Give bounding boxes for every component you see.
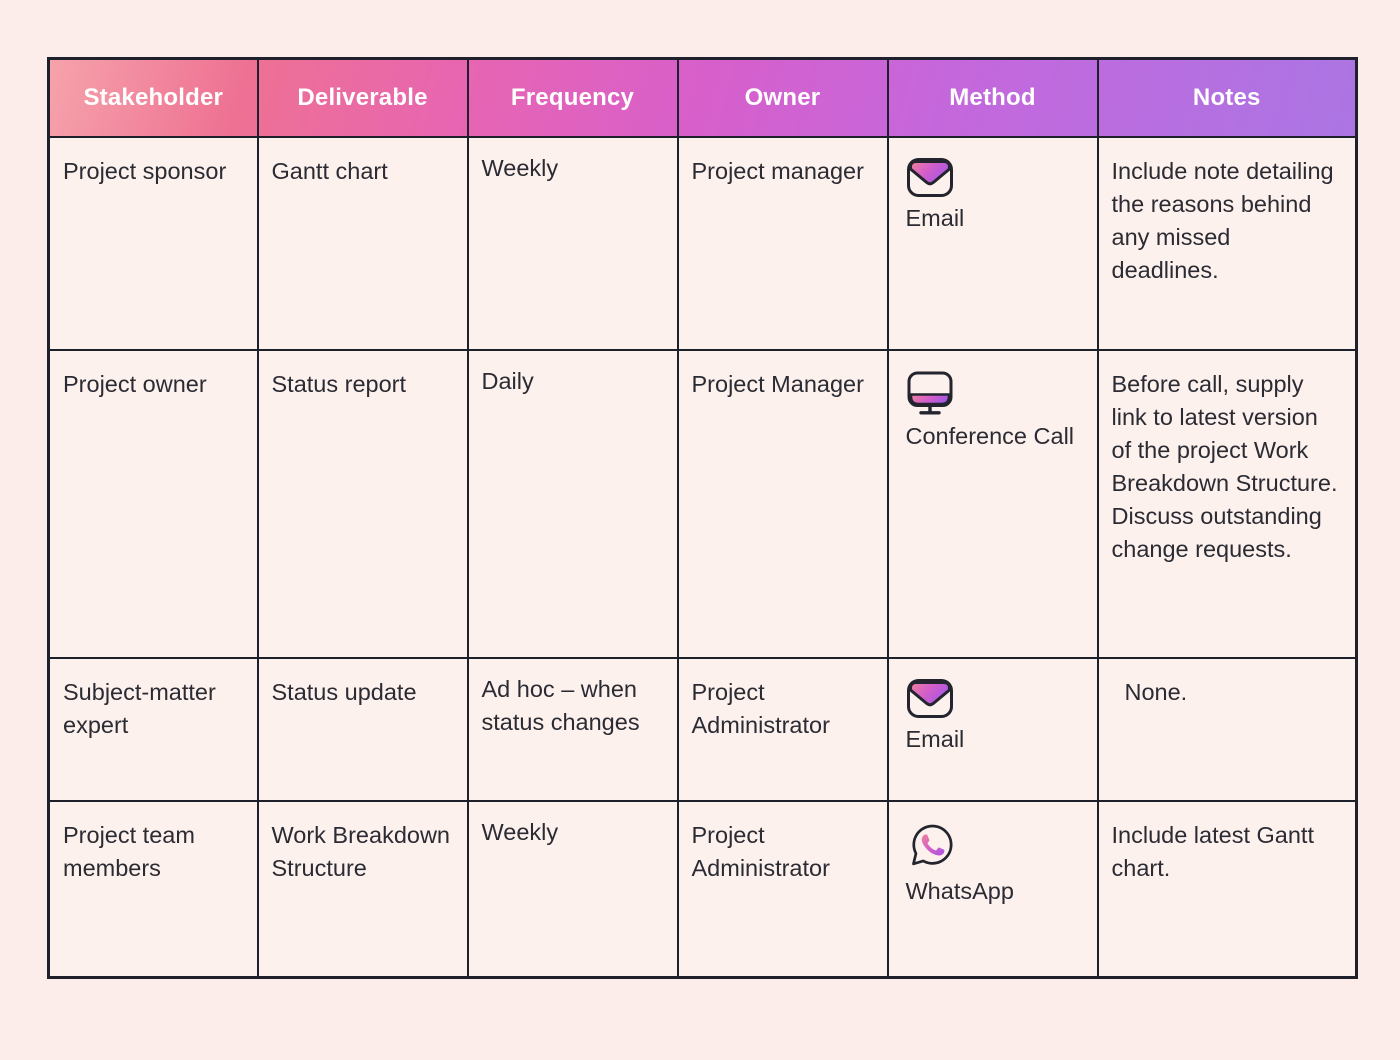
cell-frequency: Weekly bbox=[466, 800, 679, 979]
cell-owner: Project manager bbox=[676, 136, 889, 351]
cell-stakeholder: Subject-matter expert bbox=[47, 657, 259, 802]
email-icon bbox=[906, 679, 953, 718]
cell-owner: Project Administrator bbox=[676, 800, 889, 979]
column-header-owner: Owner bbox=[676, 57, 889, 138]
method-label: Email bbox=[905, 726, 965, 752]
cell-deliverable: Gantt chart bbox=[256, 136, 469, 351]
cell-owner: Project Manager bbox=[676, 349, 889, 659]
column-header-stakeholder: Stakeholder bbox=[47, 57, 259, 138]
communication-plan: Stakeholder Deliverable Frequency Owner … bbox=[47, 57, 1358, 979]
cell-notes: Include latest Gantt chart. bbox=[1096, 800, 1358, 979]
cell-notes: None. bbox=[1096, 657, 1358, 802]
cell-method: Email bbox=[886, 657, 1099, 802]
header-row: Stakeholder Deliverable Frequency Owner … bbox=[47, 57, 1358, 138]
cell-method: Email bbox=[886, 136, 1099, 351]
column-header-deliverable: Deliverable bbox=[256, 57, 469, 138]
cell-deliverable: Status update bbox=[256, 657, 469, 802]
cell-stakeholder: Project team members bbox=[47, 800, 259, 979]
method-label: WhatsApp bbox=[905, 878, 1014, 904]
table-row: Project sponsor Gantt chart Weekly Proje… bbox=[47, 136, 1358, 351]
cell-deliverable: Work Breakdown Structure bbox=[256, 800, 469, 979]
cell-frequency: Weekly bbox=[466, 136, 679, 351]
column-header-notes: Notes bbox=[1096, 57, 1358, 138]
column-header-method: Method bbox=[886, 57, 1099, 138]
cell-frequency: Daily bbox=[466, 349, 679, 659]
cell-frequency: Ad hoc – when status changes bbox=[466, 657, 679, 802]
cell-stakeholder: Project owner bbox=[47, 349, 259, 659]
column-header-frequency: Frequency bbox=[466, 57, 679, 138]
cell-method: Conference Call bbox=[886, 349, 1099, 659]
cell-owner: Project Administrator bbox=[676, 657, 889, 802]
method-label: Email bbox=[905, 205, 965, 231]
cell-method: WhatsApp bbox=[886, 800, 1099, 979]
cell-notes: Include note detailing the reasons behin… bbox=[1096, 136, 1358, 351]
table-row: Subject-matter expert Status update Ad h… bbox=[47, 657, 1358, 802]
whatsapp-icon bbox=[911, 824, 953, 866]
cell-stakeholder: Project sponsor bbox=[47, 136, 259, 351]
cell-deliverable: Status report bbox=[256, 349, 469, 659]
communication-plan-table: Stakeholder Deliverable Frequency Owner … bbox=[47, 57, 1358, 979]
method-label: Conference Call bbox=[905, 423, 1075, 449]
table-row: Project owner Status report Daily Projec… bbox=[47, 349, 1358, 659]
table-row: Project team members Work Breakdown Stru… bbox=[47, 800, 1358, 979]
conference-call-icon bbox=[907, 371, 952, 415]
cell-notes: Before call, supply link to latest versi… bbox=[1096, 349, 1358, 659]
email-icon bbox=[906, 158, 953, 197]
